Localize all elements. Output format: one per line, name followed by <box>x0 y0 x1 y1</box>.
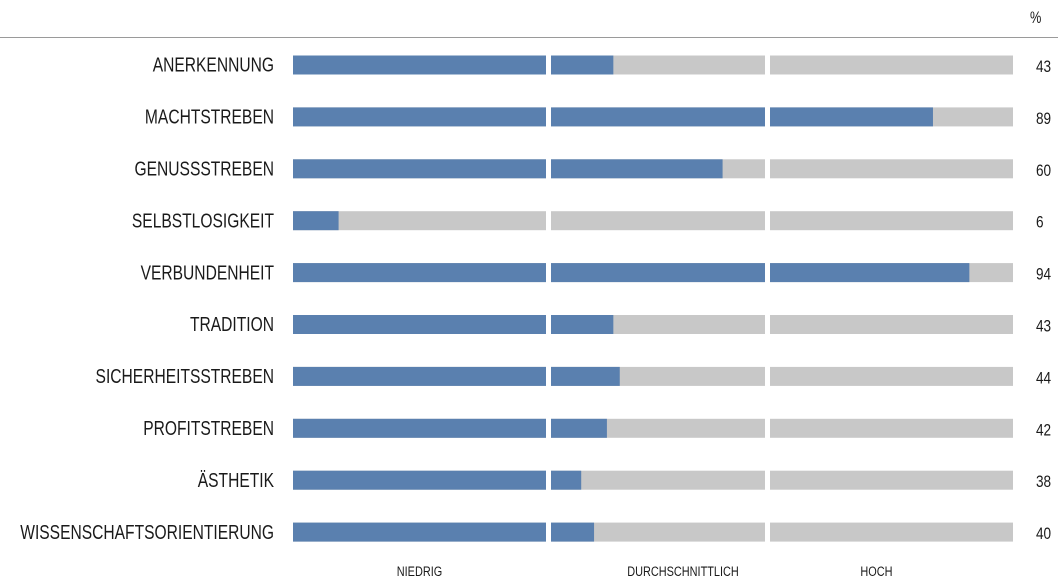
category-label: SICHERHEITSSTREBEN <box>96 365 274 387</box>
bar-fill-segment <box>293 522 546 542</box>
bar-fill-segment <box>293 211 339 231</box>
category-label: WISSENSCHAFTSORIENTIERUNG <box>20 521 274 543</box>
bar-fill-segment <box>551 315 614 334</box>
category-label: ÄSTHETIK <box>198 469 274 491</box>
bar-fill-segment <box>293 470 546 490</box>
value-label: 40 <box>1036 525 1051 544</box>
bar-fill-segment <box>293 315 546 334</box>
bar-track-segment <box>770 55 1013 75</box>
bar-fill-segment <box>551 366 620 386</box>
bar-fill-segment <box>551 159 723 179</box>
bar-fill-segment <box>551 470 582 490</box>
value-label: 38 <box>1036 473 1051 492</box>
bar-track-segment <box>770 211 1013 231</box>
segment-label: NIEDRIG <box>397 564 442 580</box>
unit-label: % <box>1030 8 1042 27</box>
bar-track-segment <box>770 418 1013 438</box>
bar-row: VERBUNDENHEIT 94 <box>141 261 1052 284</box>
value-label: 44 <box>1036 369 1052 388</box>
value-label: 89 <box>1036 110 1051 129</box>
bar-fill-segment <box>551 522 595 542</box>
category-label: VERBUNDENHEIT <box>141 261 274 283</box>
bar-track-segment <box>770 366 1013 386</box>
bar-fill-segment <box>770 263 970 283</box>
bar-track-segment <box>770 159 1013 179</box>
value-label: 42 <box>1036 421 1051 440</box>
bar-fill-segment <box>551 418 607 438</box>
bar-fill-segment <box>551 55 614 75</box>
bar-track-segment <box>293 211 546 231</box>
bar-row: SICHERHEITSSTREBEN 44 <box>96 365 1052 388</box>
category-label: MACHTSTREBEN <box>145 106 274 128</box>
bar-fill-segment <box>293 263 546 283</box>
category-label: ANERKENNUNG <box>153 54 274 76</box>
top-divider <box>0 37 1058 38</box>
segment-label: HOCH <box>860 564 892 580</box>
bar-track-segment <box>770 522 1013 542</box>
bar-track-segment <box>551 211 765 231</box>
bar-fill-segment <box>293 159 546 179</box>
bar-row: ÄSTHETIK 38 <box>198 469 1051 492</box>
bar-row: PROFITSTREBEN 42 <box>143 417 1051 440</box>
bar-row: GENUSSSTREBEN 60 <box>135 158 1052 181</box>
category-label: PROFITSTREBEN <box>143 417 274 439</box>
bar-track-segment <box>551 522 765 542</box>
bar-fill-segment <box>293 418 546 438</box>
bar-row: ANERKENNUNG 43 <box>153 54 1051 77</box>
bar-row: TRADITION 43 <box>190 313 1051 336</box>
bar-row: SELBSTLOSIGKEIT 6 <box>132 210 1044 233</box>
bar-fill-segment <box>770 107 933 127</box>
value-label: 60 <box>1036 161 1051 180</box>
bar-fill-segment <box>293 107 546 127</box>
bar-fill-segment <box>293 366 546 386</box>
bar-row: WISSENSCHAFTSORIENTIERUNG 40 <box>20 521 1051 544</box>
bar-track-segment <box>770 315 1013 334</box>
value-label: 94 <box>1036 265 1052 284</box>
category-label: SELBSTLOSIGKEIT <box>132 210 274 232</box>
bar-fill-segment <box>551 107 765 127</box>
value-label: 43 <box>1036 58 1051 77</box>
bar-track-segment <box>770 470 1013 490</box>
segment-label: DURCHSCHNITTLICH <box>627 564 739 580</box>
category-label: TRADITION <box>190 313 274 335</box>
bar-fill-segment <box>293 55 546 75</box>
bar-row: MACHTSTREBEN 89 <box>145 106 1051 129</box>
bar-fill-segment <box>551 263 765 283</box>
category-label: GENUSSSTREBEN <box>135 158 274 180</box>
value-label: 6 <box>1036 213 1044 232</box>
bar-track-segment <box>551 470 765 490</box>
value-label: 43 <box>1036 317 1051 336</box>
